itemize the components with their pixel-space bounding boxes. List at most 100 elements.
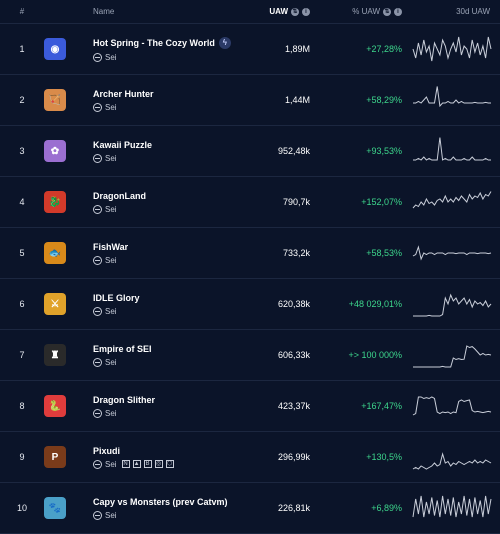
game-name-link[interactable]: Kawaii Puzzle xyxy=(93,140,240,150)
row-rank: 5 xyxy=(19,248,25,258)
game-name-link[interactable]: Archer Hunter xyxy=(93,89,240,99)
header-30d-uaw: 30d UAW xyxy=(456,7,490,16)
chain-name: Sei xyxy=(105,357,117,367)
row-uaw: 1,44M xyxy=(284,95,310,105)
row-pct-uaw: +27,28% xyxy=(366,44,402,54)
chain-info: Sei N ▲ B ◎ ⬡ xyxy=(93,459,240,469)
table-body: 1 ◉ Hot Spring - The Cozy World ϟ Sei 1,89M +2… xyxy=(0,24,500,534)
game-name-link[interactable]: Hot Spring - The Cozy World ϟ xyxy=(93,36,240,49)
game-name-link[interactable]: Capy vs Monsters (prev Catvm) xyxy=(93,497,240,507)
sparkline-series xyxy=(412,245,492,261)
row-uaw: 620,38k xyxy=(277,299,310,309)
info-icon[interactable]: i xyxy=(302,7,310,16)
table-row[interactable]: 7 ♜ Empire of SEI Sei 606,33k +> 100 000% xyxy=(0,330,500,381)
sort-icon[interactable]: ⇅ xyxy=(291,7,299,16)
game-name: Kawaii Puzzle xyxy=(93,139,153,150)
chain-name: Sei xyxy=(105,510,117,520)
sei-chain-icon xyxy=(93,357,102,367)
table-row[interactable]: 1 ◉ Hot Spring - The Cozy World ϟ Sei 1,89M +2… xyxy=(0,24,500,75)
sei-chain-icon xyxy=(93,102,102,112)
table-row[interactable]: 3 ✿ Kawaii Puzzle Sei 952,48k +93,53% xyxy=(0,126,500,177)
chain-info: Sei xyxy=(93,52,240,62)
header-pct-uaw[interactable]: % UAW ⇅ i xyxy=(310,7,402,16)
uaw-sparkline xyxy=(413,293,492,317)
chain-name: Sei xyxy=(105,153,117,163)
row-rank: 6 xyxy=(19,299,25,309)
game-name: Pixudi xyxy=(93,445,121,456)
chain-icon: ◎ xyxy=(154,460,163,468)
game-name: FishWar xyxy=(93,241,129,252)
uaw-sparkline xyxy=(413,345,492,368)
chain-icon: ▲ xyxy=(132,460,141,468)
table-row[interactable]: 6 ⚔ IDLE Glory Sei 620,38k +48 029,01% xyxy=(0,279,500,330)
chain-info: Sei xyxy=(93,255,240,265)
table-row[interactable]: 9 P Pixudi Sei N ▲ B ◎ ⬡ 296,99k +130,5% xyxy=(0,432,500,483)
game-icon[interactable]: ◉ xyxy=(44,38,66,60)
game-icon[interactable]: P xyxy=(44,446,66,468)
uaw-sparkline xyxy=(412,396,492,416)
game-icon[interactable]: ✿ xyxy=(44,140,66,162)
chain-info: Sei xyxy=(93,357,240,367)
game-name-link[interactable]: Empire of SEI xyxy=(93,344,240,354)
chain-name: Sei xyxy=(105,255,117,265)
chain-icon: B xyxy=(143,460,152,468)
uaw-sparkline xyxy=(412,245,492,261)
table-header: # Name UAW ⇅ i % UAW ⇅ i 30d UAW xyxy=(0,0,500,24)
row-uaw: 423,37k xyxy=(277,401,310,411)
sort-icon[interactable]: ⇅ xyxy=(383,7,391,16)
header-name[interactable]: Name xyxy=(93,7,115,16)
sei-chain-icon xyxy=(93,408,102,418)
sparkline-series xyxy=(413,137,491,161)
chain-icon: N xyxy=(121,460,130,468)
game-name-link[interactable]: Dragon Slither xyxy=(93,395,240,405)
row-rank: 4 xyxy=(19,197,25,207)
table-row[interactable]: 8 🐍 Dragon Slither Sei 423,37k +167,47% xyxy=(0,381,500,432)
table-row[interactable]: 4 🐉 DragonLand Sei 790,7k +152,07% xyxy=(0,177,500,228)
game-icon[interactable]: 🐍 xyxy=(44,395,66,417)
row-pct-uaw: +130,5% xyxy=(366,452,402,462)
sparkline-series xyxy=(412,191,492,209)
row-rank: 9 xyxy=(19,452,25,462)
game-name-link[interactable]: Pixudi xyxy=(93,446,240,456)
row-rank: 1 xyxy=(19,44,25,54)
sei-chain-icon xyxy=(93,153,102,163)
uaw-sparkline xyxy=(412,191,492,209)
chain-name: Sei xyxy=(105,459,117,469)
header-uaw[interactable]: UAW ⇅ i xyxy=(240,7,310,16)
sparkline-series xyxy=(413,345,492,368)
game-icon[interactable]: 🏹 xyxy=(44,89,66,111)
game-icon[interactable]: 🐟 xyxy=(44,242,66,264)
uaw-sparkline xyxy=(412,495,492,518)
game-icon[interactable]: 🐉 xyxy=(44,191,66,213)
game-icon[interactable]: ⚔ xyxy=(44,293,66,315)
row-uaw: 606,33k xyxy=(277,350,310,360)
header-pct-uaw-label: % UAW xyxy=(352,7,380,16)
row-rank: 8 xyxy=(19,401,25,411)
row-uaw: 1,89M xyxy=(284,44,310,54)
sparkline-series xyxy=(413,293,492,317)
sparkline-series xyxy=(413,86,491,108)
game-icon[interactable]: ♜ xyxy=(44,344,66,366)
game-name: Dragon Slither xyxy=(93,394,156,405)
chain-info: Sei xyxy=(93,102,240,112)
sparkline-series xyxy=(412,36,492,62)
sei-chain-icon xyxy=(93,52,102,62)
row-rank: 3 xyxy=(19,146,25,156)
chain-info: Sei xyxy=(93,204,240,214)
game-name-link[interactable]: FishWar xyxy=(93,242,240,252)
verified-badge-icon: ϟ xyxy=(218,36,231,49)
row-uaw: 790,7k xyxy=(282,197,310,207)
table-row[interactable]: 2 🏹 Archer Hunter Sei 1,44M +58,29% xyxy=(0,75,500,126)
row-uaw: 952,48k xyxy=(277,146,310,156)
table-row[interactable]: 5 🐟 FishWar Sei 733,2k +58,53% xyxy=(0,228,500,279)
table-row[interactable]: 10 🐾 Capy vs Monsters (prev Catvm) Sei 226,8… xyxy=(0,483,500,534)
row-pct-uaw: +58,29% xyxy=(366,95,402,105)
uaw-sparkline xyxy=(412,36,492,62)
row-rank: 10 xyxy=(16,503,27,513)
game-name-link[interactable]: DragonLand xyxy=(93,191,240,201)
info-icon[interactable]: i xyxy=(394,7,402,16)
game-icon[interactable]: 🐾 xyxy=(44,497,66,519)
row-pct-uaw: +6,89% xyxy=(371,503,402,513)
game-name-link[interactable]: IDLE Glory xyxy=(93,293,240,303)
